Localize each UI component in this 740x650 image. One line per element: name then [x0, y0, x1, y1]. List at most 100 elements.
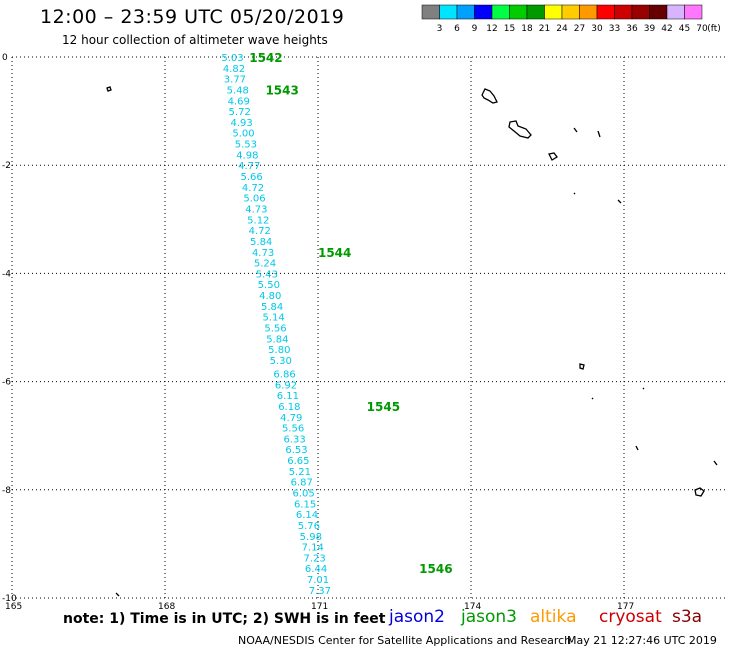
pass-number-label: 1545: [367, 400, 400, 414]
scale-tick-label: 33: [609, 24, 620, 34]
island-outline: [635, 445, 639, 451]
wave-height-label: 4.73: [252, 248, 274, 259]
scale-tick-label: 21: [539, 24, 550, 34]
wave-height-label: 4.77: [238, 161, 260, 172]
land-outlines: [106, 86, 718, 597]
scale-tick-label: 42: [661, 24, 672, 34]
scale-tick-label: 15: [504, 24, 515, 34]
scale-swatch: [649, 4, 668, 20]
scale-tick-label: 70: [696, 24, 708, 34]
wave-height-label: 6.15: [294, 499, 316, 510]
x-tick-label: 174: [464, 602, 481, 612]
y-tick-label: -8: [2, 486, 11, 496]
pass-number-label: 1546: [419, 562, 452, 576]
wave-height-label: 5.84: [266, 334, 288, 345]
scale-swatch: [631, 4, 650, 20]
wave-height-label: 4.93: [230, 118, 252, 129]
scale-tick-label: 30: [591, 24, 603, 34]
wave-height-label: 6.92: [275, 380, 297, 391]
wave-height-label: 6.18: [278, 402, 300, 413]
scale-tick-label: 45: [679, 24, 690, 34]
scale-swatch: [561, 4, 580, 20]
wave-height-label: 5.30: [270, 356, 292, 367]
island-outline: [573, 192, 576, 195]
wave-height-label: 6.11: [277, 391, 299, 402]
wave-height-label: 6.86: [273, 369, 295, 380]
wave-height-label: 5.56: [282, 424, 304, 435]
island-outline: [115, 592, 120, 597]
wave-height-label: 6.05: [293, 489, 315, 500]
scale-swatch: [456, 4, 475, 20]
wave-height-label: 6.87: [291, 478, 313, 489]
wave-height-label: 5.98: [300, 532, 322, 543]
island-outline: [573, 127, 578, 133]
y-tick-label: -4: [2, 269, 11, 279]
grid: [11, 56, 728, 599]
island-outline: [642, 387, 645, 390]
island-outline: [591, 397, 594, 400]
scale-tick-label: 36: [626, 24, 638, 34]
island-outline: [508, 120, 532, 139]
wave-height-label: 7.01: [307, 575, 329, 586]
scale-swatch: [474, 4, 493, 20]
wave-height-label: 5.12: [247, 215, 269, 226]
scale-swatch: [614, 4, 633, 20]
wave-height-label: 5.53: [235, 140, 257, 151]
legend-cryosat: cryosat: [599, 607, 662, 627]
scale-swatch: [509, 4, 528, 20]
pass-annotations: 1542 1543 1544 1545 1546: [249, 51, 452, 576]
scale-tick-label: 9: [472, 24, 478, 34]
pass-number-label: 1542: [249, 51, 282, 65]
y-tick-label: 0: [2, 53, 8, 63]
scale-swatch: [439, 4, 458, 20]
island-outline: [579, 363, 585, 370]
scale-tick-label: 27: [574, 24, 585, 34]
wave-height-label: 7.14: [302, 543, 324, 554]
x-tick-label: 177: [617, 602, 634, 612]
wave-height-label: 4.73: [245, 204, 267, 215]
note-text: note: 1) Time is in UTC; 2) SWH is in fe…: [63, 611, 386, 627]
wave-height-label: 4.79: [280, 413, 302, 424]
scale-unit-label: (ft): [707, 24, 721, 34]
chart-title: 12:00 – 23:59 UTC 05/20/2019: [40, 6, 345, 28]
island-outline: [548, 152, 558, 161]
island-outline: [617, 199, 622, 204]
wave-height-label: 5.84: [250, 237, 272, 248]
wave-height-label: 5.03: [221, 53, 243, 64]
wave-height-label: 4.72: [249, 226, 271, 237]
scale-tick-label: 24: [556, 24, 568, 34]
x-tick-label: 168: [158, 602, 175, 612]
wave-height-label: 5.43: [256, 269, 278, 280]
island-outline: [106, 86, 112, 92]
wave-height-label: 5.14: [262, 313, 284, 324]
wave-height-label: 4.69: [228, 96, 250, 107]
y-tick-label: -2: [2, 161, 11, 171]
footer-credit: NOAA/NESDIS Center for Satellite Applica…: [238, 634, 572, 647]
wave-height-label: 3.77: [224, 75, 246, 86]
wave-height-label: 5.21: [289, 467, 311, 478]
chart-subtitle: 12 hour collection of altimeter wave hei…: [62, 33, 328, 47]
wave-height-label: 5.24: [254, 259, 276, 270]
scale-swatch: [579, 4, 598, 20]
scale-swatch: [491, 4, 510, 20]
scale-tick-label: 6: [454, 24, 460, 34]
legend-jason3: jason3: [461, 607, 517, 627]
legend-s3a: s3a: [672, 607, 703, 627]
data-labels: 5.034.823.775.484.695.724.935.005.534.98…: [221, 53, 331, 597]
scale-tick-label: 39: [644, 24, 656, 34]
wave-height-label: 6.44: [305, 564, 327, 575]
scale-swatch: [666, 4, 685, 20]
wave-height-label: 5.66: [240, 172, 262, 183]
island-outline: [713, 460, 718, 466]
scale-tick-label: 18: [521, 24, 533, 34]
wave-height-label: 5.06: [243, 194, 265, 205]
pass-number-label: 1544: [318, 246, 351, 260]
scale-swatch: [421, 4, 440, 20]
scale-swatch: [544, 4, 563, 20]
legend-altika: altika: [530, 607, 577, 627]
wave-height-label: 5.84: [261, 302, 283, 313]
wave-height-label: 6.14: [296, 510, 318, 521]
x-tick-label: 165: [5, 602, 22, 612]
